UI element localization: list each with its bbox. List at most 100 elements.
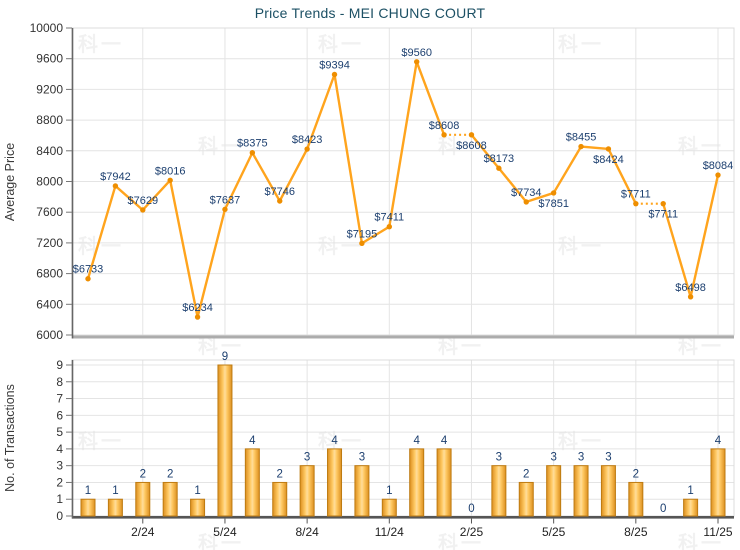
txn-y-tick-label: 7	[56, 392, 63, 406]
bar-value-label: 2	[140, 468, 146, 480]
price-point-label: $9560	[401, 47, 432, 59]
price-point-label: $8084	[703, 160, 734, 172]
price-y-tick-label: 8400	[36, 144, 63, 158]
price-y-tick-label: 9200	[36, 82, 63, 96]
price-y-tick-label: 7200	[36, 236, 63, 250]
txn-y-tick-label: 1	[56, 492, 63, 506]
bar	[381, 498, 397, 517]
bar-value-label: 1	[194, 485, 200, 497]
x-tick-label: 5/24	[213, 525, 237, 539]
bar-value-label: 1	[112, 485, 118, 497]
price-y-tick-label: 8000	[36, 175, 63, 189]
price-point	[633, 200, 639, 207]
txn-y-tick-label: 0	[56, 509, 63, 523]
price-point-label: $7711	[648, 209, 678, 221]
txn-y-tick-label: 2	[56, 475, 63, 489]
x-tick-label: 11/24	[375, 525, 404, 539]
y-axis-labels: 1000096009200880084008000760072006800640…	[30, 21, 72, 523]
price-point	[112, 183, 119, 189]
price-point-label: $7637	[210, 194, 241, 206]
bar-value-label: 9	[222, 351, 228, 363]
price-y-tick-label: 6000	[36, 328, 63, 342]
price-point-label: $7851	[538, 198, 569, 210]
bar-value-label: 3	[496, 452, 502, 464]
bar-value-label: 2	[633, 468, 639, 480]
bar	[162, 481, 178, 517]
bar-value-label: 3	[578, 452, 584, 464]
price-point	[660, 200, 666, 207]
txn-y-tick-label: 5	[56, 425, 63, 439]
bar-value-label: 4	[331, 435, 338, 447]
bar-value-label: 3	[359, 452, 365, 464]
bar	[327, 448, 343, 517]
price-point	[496, 165, 502, 171]
price-y-tick-label: 7600	[36, 205, 63, 219]
bar	[354, 465, 370, 517]
bar-value-label: 4	[715, 435, 722, 447]
price-point-label: $8424	[593, 154, 624, 166]
price-line-segment	[86, 60, 446, 319]
bar-value-label: 3	[304, 452, 310, 464]
x-tick-label: 2/24	[131, 525, 155, 539]
price-point	[331, 71, 338, 78]
price-point-label: $7411	[374, 212, 404, 224]
price-line-segment	[662, 174, 720, 298]
price-y-tick-label: 10000	[30, 21, 64, 35]
bar	[546, 465, 562, 517]
bar	[299, 465, 315, 517]
bar	[80, 498, 96, 517]
bar-value-label: 2	[523, 468, 529, 480]
bar	[710, 448, 726, 517]
txn-y-tick-label: 6	[56, 408, 63, 422]
transaction-bars: 1 1 2 2 1 9 4 2 3 4 3 1 4 4 0 3 2 3 3 3 2 0 1 4	[80, 351, 726, 517]
txn-y-tick-label: 4	[56, 442, 63, 456]
price-point	[140, 207, 146, 213]
bar-value-label: 1	[386, 485, 392, 497]
price-point-label: $7195	[347, 228, 378, 240]
price-point-label: $8375	[237, 138, 268, 150]
price-point-label: $7711	[621, 189, 651, 201]
price-point-label: $7942	[100, 171, 131, 183]
bar-value-label: 2	[167, 468, 173, 480]
price-x-axis-bar	[72, 335, 734, 339]
bar	[518, 481, 534, 517]
x-tick-label: 11/25	[703, 525, 732, 539]
price-point	[359, 240, 365, 246]
price-point	[687, 294, 694, 300]
txn-axis-title: No. of Transactions	[3, 384, 17, 492]
bar-value-label: 4	[249, 435, 256, 447]
price-y-tick-label: 6400	[36, 297, 63, 311]
price-point	[222, 206, 228, 213]
txn-y-tick-label: 3	[56, 459, 63, 473]
x-tick-label: 5/25	[542, 525, 566, 539]
x-tick-label: 8/25	[624, 525, 648, 539]
price-point	[550, 190, 557, 196]
txn-y-tick-label: 9	[56, 358, 63, 372]
bar-value-label: 4	[413, 435, 420, 447]
bar	[628, 481, 644, 517]
txn-y-tick-label: 8	[56, 375, 63, 389]
bar	[272, 481, 288, 517]
price-point	[578, 143, 584, 150]
price-point-label: $8423	[292, 134, 323, 146]
x-tick-label: 2/25	[460, 525, 484, 539]
price-point	[441, 132, 447, 138]
price-y-tick-label: 8800	[36, 113, 63, 127]
price-point	[194, 314, 201, 320]
price-point	[468, 132, 475, 138]
price-point	[413, 59, 420, 65]
bar-value-label: 0	[468, 503, 474, 515]
x-tick-label: 8/24	[295, 525, 319, 539]
bar-value-label: 4	[441, 435, 448, 447]
price-point	[386, 224, 393, 230]
price-point	[523, 199, 529, 205]
bar	[491, 465, 507, 517]
bar-value-label: 2	[277, 468, 283, 480]
bar-value-label: 1	[687, 485, 693, 497]
bar	[217, 364, 233, 517]
bar-value-label: 1	[85, 485, 91, 497]
bar-value-label: 0	[660, 503, 666, 515]
bar-value-label: 3	[550, 452, 556, 464]
price-point	[277, 198, 283, 204]
